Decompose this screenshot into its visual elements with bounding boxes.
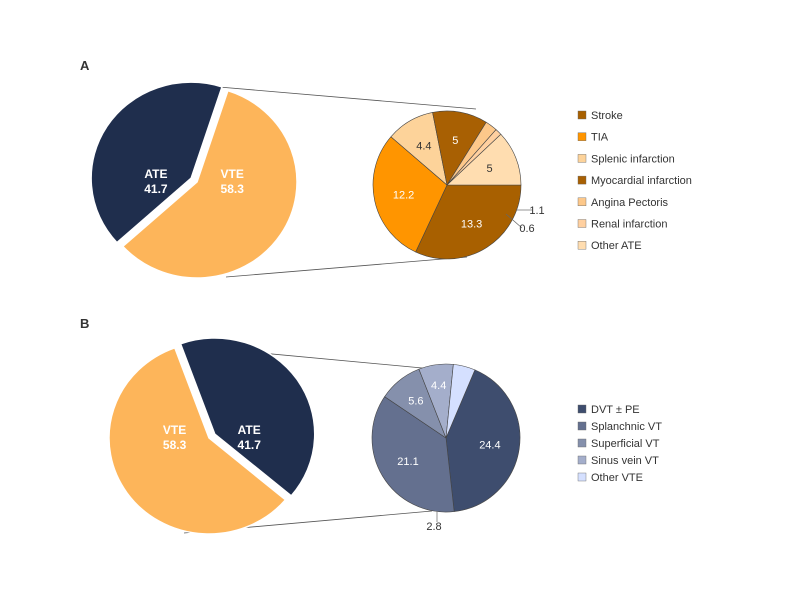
panel-a-connector-line-2: [225, 256, 468, 278]
panel-a-detail-label-stroke: 13.3: [461, 219, 482, 231]
panel-a-detail-pie: 13.3 12.2 4.4 5 1.1 0.6 5: [372, 110, 545, 260]
panel-a-legend-swatch-other-ate: [577, 240, 587, 250]
panel-b-main-slice-group-ate: [179, 337, 316, 497]
panel-a-legend-label-other-ate: Other ATE: [591, 240, 642, 252]
panel-a-main-value-ate: 41.7: [144, 182, 168, 196]
panel-a-detail-slice-other-ate: [446, 133, 522, 186]
panel-b-legend-swatch-superficial-vt: [577, 438, 587, 448]
panel-a-legend-swatch-splenic-infarction: [577, 154, 587, 163]
panel-b-main-label-ate: ATE: [238, 423, 261, 437]
panel-a-detail-label-myocardial-infarction: 5: [452, 135, 458, 147]
panel-a-legend-label-myocardial-infarction: Myocardial infarction: [591, 175, 692, 187]
panel-b-legend-swatch-splanchnic-vt: [577, 421, 587, 431]
panel-a-detail-label-renal-infarction: 0.6: [519, 223, 534, 235]
panel-a-legend-label-renal-infarction: Renal infarction: [591, 219, 667, 231]
panel-b-main-slice-ate: [179, 337, 316, 497]
panel-a-main-slice-ate: [90, 81, 223, 244]
panel-b-legend-label-sinus-vein-vt: Sinus vein VT: [591, 455, 659, 467]
panel-a-main-slice-group-ate: [90, 81, 223, 244]
panel-a-legend-swatch-tia: [577, 132, 587, 141]
panel-a-legend-swatch-stroke: [577, 110, 587, 120]
panel-b-legend-label-other-vte: Other VTE: [591, 472, 643, 484]
panel-b-legend: DVT ± PE Splanchnic VT Superficial VT Sinus…: [577, 404, 662, 484]
panel-b-legend-swatch-sinus-vein-vt: [577, 455, 587, 465]
panel-b-detail-slice-other-vte: [445, 364, 476, 439]
panel-a-letter: A: [80, 58, 90, 73]
panel-b-legend-swatch-other-vte: [577, 472, 587, 482]
panel-b-detail-label-other-vte: 2.8: [426, 521, 441, 533]
panel-b-letter: B: [80, 316, 89, 331]
panel-b-detail-label-dvt-pm-pe: 24.4: [479, 439, 500, 451]
panel-b-legend-label-splanchnic-vt: Splanchnic VT: [591, 421, 662, 433]
panel-b-legend-label-superficial-vt: Superficial VT: [591, 438, 660, 450]
panel-b-detail-pie: 24.4 21.1 5.6 4.4 2.8: [371, 363, 521, 533]
panel-a-legend-swatch-angina-pectoris: [577, 197, 587, 207]
panel-b-main-value-vte: 58.3: [163, 438, 187, 452]
panel-a-main-slice-group-vte: [121, 89, 298, 279]
panel-a-main-label-vte: VTE: [221, 167, 244, 181]
panel-a-callout-line-renal-infarction: [505, 213, 523, 229]
panel-a-legend-label-angina-pectoris: Angina Pectoris: [591, 197, 669, 209]
panel-a-detail-label-tia: 12.2: [393, 189, 414, 201]
panel-a-detail-label-angina-pectoris: 1.1: [529, 205, 544, 217]
panel-a-detail-label-other-ate: 5: [487, 163, 493, 175]
panel-b-detail-label-splanchnic-vt: 21.1: [397, 456, 418, 468]
panel-b-detail-slice-splanchnic-vt: [371, 396, 455, 513]
panel-b-legend-label-dvt-pm-pe: DVT ± PE: [591, 404, 640, 416]
panel-b-main-value-ate: 41.7: [238, 438, 262, 452]
panel-a-legend: Stroke TIA Splenic infarction Myocardial in…: [577, 110, 692, 252]
panel-a-legend-label-splenic-infarction: Splenic infarction: [591, 153, 675, 165]
panel-a-main-value-vte: 58.3: [221, 182, 245, 196]
panel-b-main-slice-group-vte: [108, 346, 287, 535]
panel-b-main-label-vte: VTE: [163, 423, 186, 437]
panel-a-legend-label-stroke: Stroke: [591, 110, 623, 122]
panel-a-detail-slice-stroke: [415, 184, 522, 260]
panel-b-legend-swatch-dvt-pm-pe: [577, 404, 587, 414]
panel-b-detail-label-sinus-vein-vt: 4.4: [431, 380, 446, 392]
panel-a-connectors: [218, 86, 477, 278]
panel-a-legend-label-tia: TIA: [591, 132, 609, 144]
panel-a-main-slice-vte: [121, 89, 298, 279]
panel-a-legend-swatch-myocardial-infarction: [577, 175, 587, 185]
panel-b-detail-slice-dvt-pm-pe: [445, 369, 521, 512]
panel-a-detail-label-splenic-infarction: 4.4: [416, 140, 431, 152]
panel-a-detail-slice-tia: [372, 136, 448, 253]
panel-a-legend-swatch-renal-infarction: [577, 219, 587, 228]
panel-b-detail-label-superficial-vt: 5.6: [408, 396, 423, 408]
panel-a-main-label-ate: ATE: [144, 167, 167, 181]
panel-a-connector-line-1: [218, 86, 477, 110]
panel-b-main-slice-vte: [108, 346, 287, 535]
